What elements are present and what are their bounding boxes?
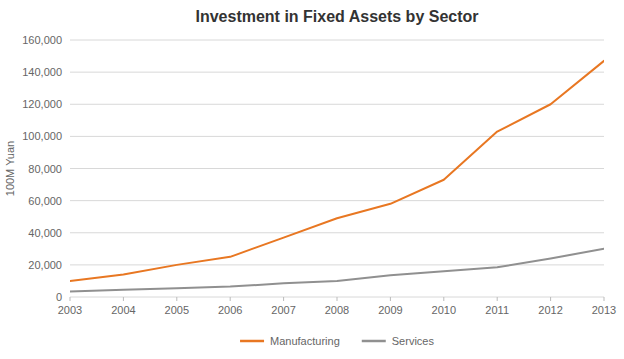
grid-line bbox=[70, 72, 604, 73]
x-tick-label: 2013 bbox=[592, 304, 616, 316]
y-axis-label: 100M Yuan bbox=[4, 141, 16, 196]
y-tick-label: 60,000 bbox=[28, 195, 62, 207]
x-tick-label: 2005 bbox=[165, 304, 189, 316]
y-tick-label: 0 bbox=[56, 291, 62, 303]
x-tick bbox=[550, 297, 551, 301]
x-tick-label: 2006 bbox=[218, 304, 242, 316]
y-tick-label: 100,000 bbox=[22, 130, 62, 142]
x-tick-label: 2003 bbox=[58, 304, 82, 316]
page: {"chart_data": {"type": "line", "title":… bbox=[0, 0, 624, 359]
x-tick bbox=[283, 297, 284, 301]
grid-line bbox=[70, 232, 604, 233]
series-line bbox=[70, 249, 604, 292]
x-tick-label: 2009 bbox=[378, 304, 402, 316]
series-group bbox=[70, 61, 604, 292]
x-tick-label: 2004 bbox=[111, 304, 135, 316]
grid bbox=[70, 40, 604, 297]
legend-label: Services bbox=[392, 335, 435, 347]
y-tick-label: 20,000 bbox=[28, 259, 62, 271]
x-tick-label: 2007 bbox=[271, 304, 295, 316]
x-tick bbox=[230, 297, 231, 301]
x-tick bbox=[604, 297, 605, 301]
x-tick-label: 2012 bbox=[538, 304, 562, 316]
series-line bbox=[70, 61, 604, 281]
legend-swatch bbox=[240, 340, 264, 343]
grid-line bbox=[70, 40, 604, 41]
grid-line bbox=[70, 104, 604, 105]
y-tick-label: 40,000 bbox=[28, 227, 62, 239]
x-tick bbox=[390, 297, 391, 301]
y-axis: 0 20,000 40,000 60,000 80,000 100,000 120,000 1… bbox=[22, 34, 62, 303]
x-tick-label: 2010 bbox=[432, 304, 456, 316]
title: Investment in Fixed Assets by Sector bbox=[195, 8, 478, 25]
y-tick-label: 120,000 bbox=[22, 98, 62, 110]
x-tick bbox=[123, 297, 124, 301]
legend-label: Manufacturing bbox=[270, 335, 340, 347]
x-tick bbox=[176, 297, 177, 301]
x-tick-label: 2011 bbox=[485, 304, 509, 316]
grid-line bbox=[70, 264, 604, 265]
x-tick bbox=[443, 297, 444, 301]
y-tick-label: 160,000 bbox=[22, 34, 62, 46]
x-tick bbox=[497, 297, 498, 301]
grid-line bbox=[70, 136, 604, 137]
x-tick-label: 2008 bbox=[325, 304, 349, 316]
grid-line bbox=[70, 168, 604, 169]
legend-swatch bbox=[362, 340, 386, 343]
y-tick-label: 80,000 bbox=[28, 163, 62, 175]
x-tick bbox=[337, 297, 338, 301]
grid-line bbox=[70, 200, 604, 201]
x-tick bbox=[70, 297, 71, 301]
y-tick-label: 140,000 bbox=[22, 66, 62, 78]
legend: Manufacturing Services bbox=[240, 335, 434, 347]
x-axis: 2003 2004 2005 2006 2007 2008 2009 2010 2011 2012… bbox=[58, 297, 616, 316]
chart: Investment in Fixed Assets by Sector 0 20,… bbox=[0, 0, 624, 359]
